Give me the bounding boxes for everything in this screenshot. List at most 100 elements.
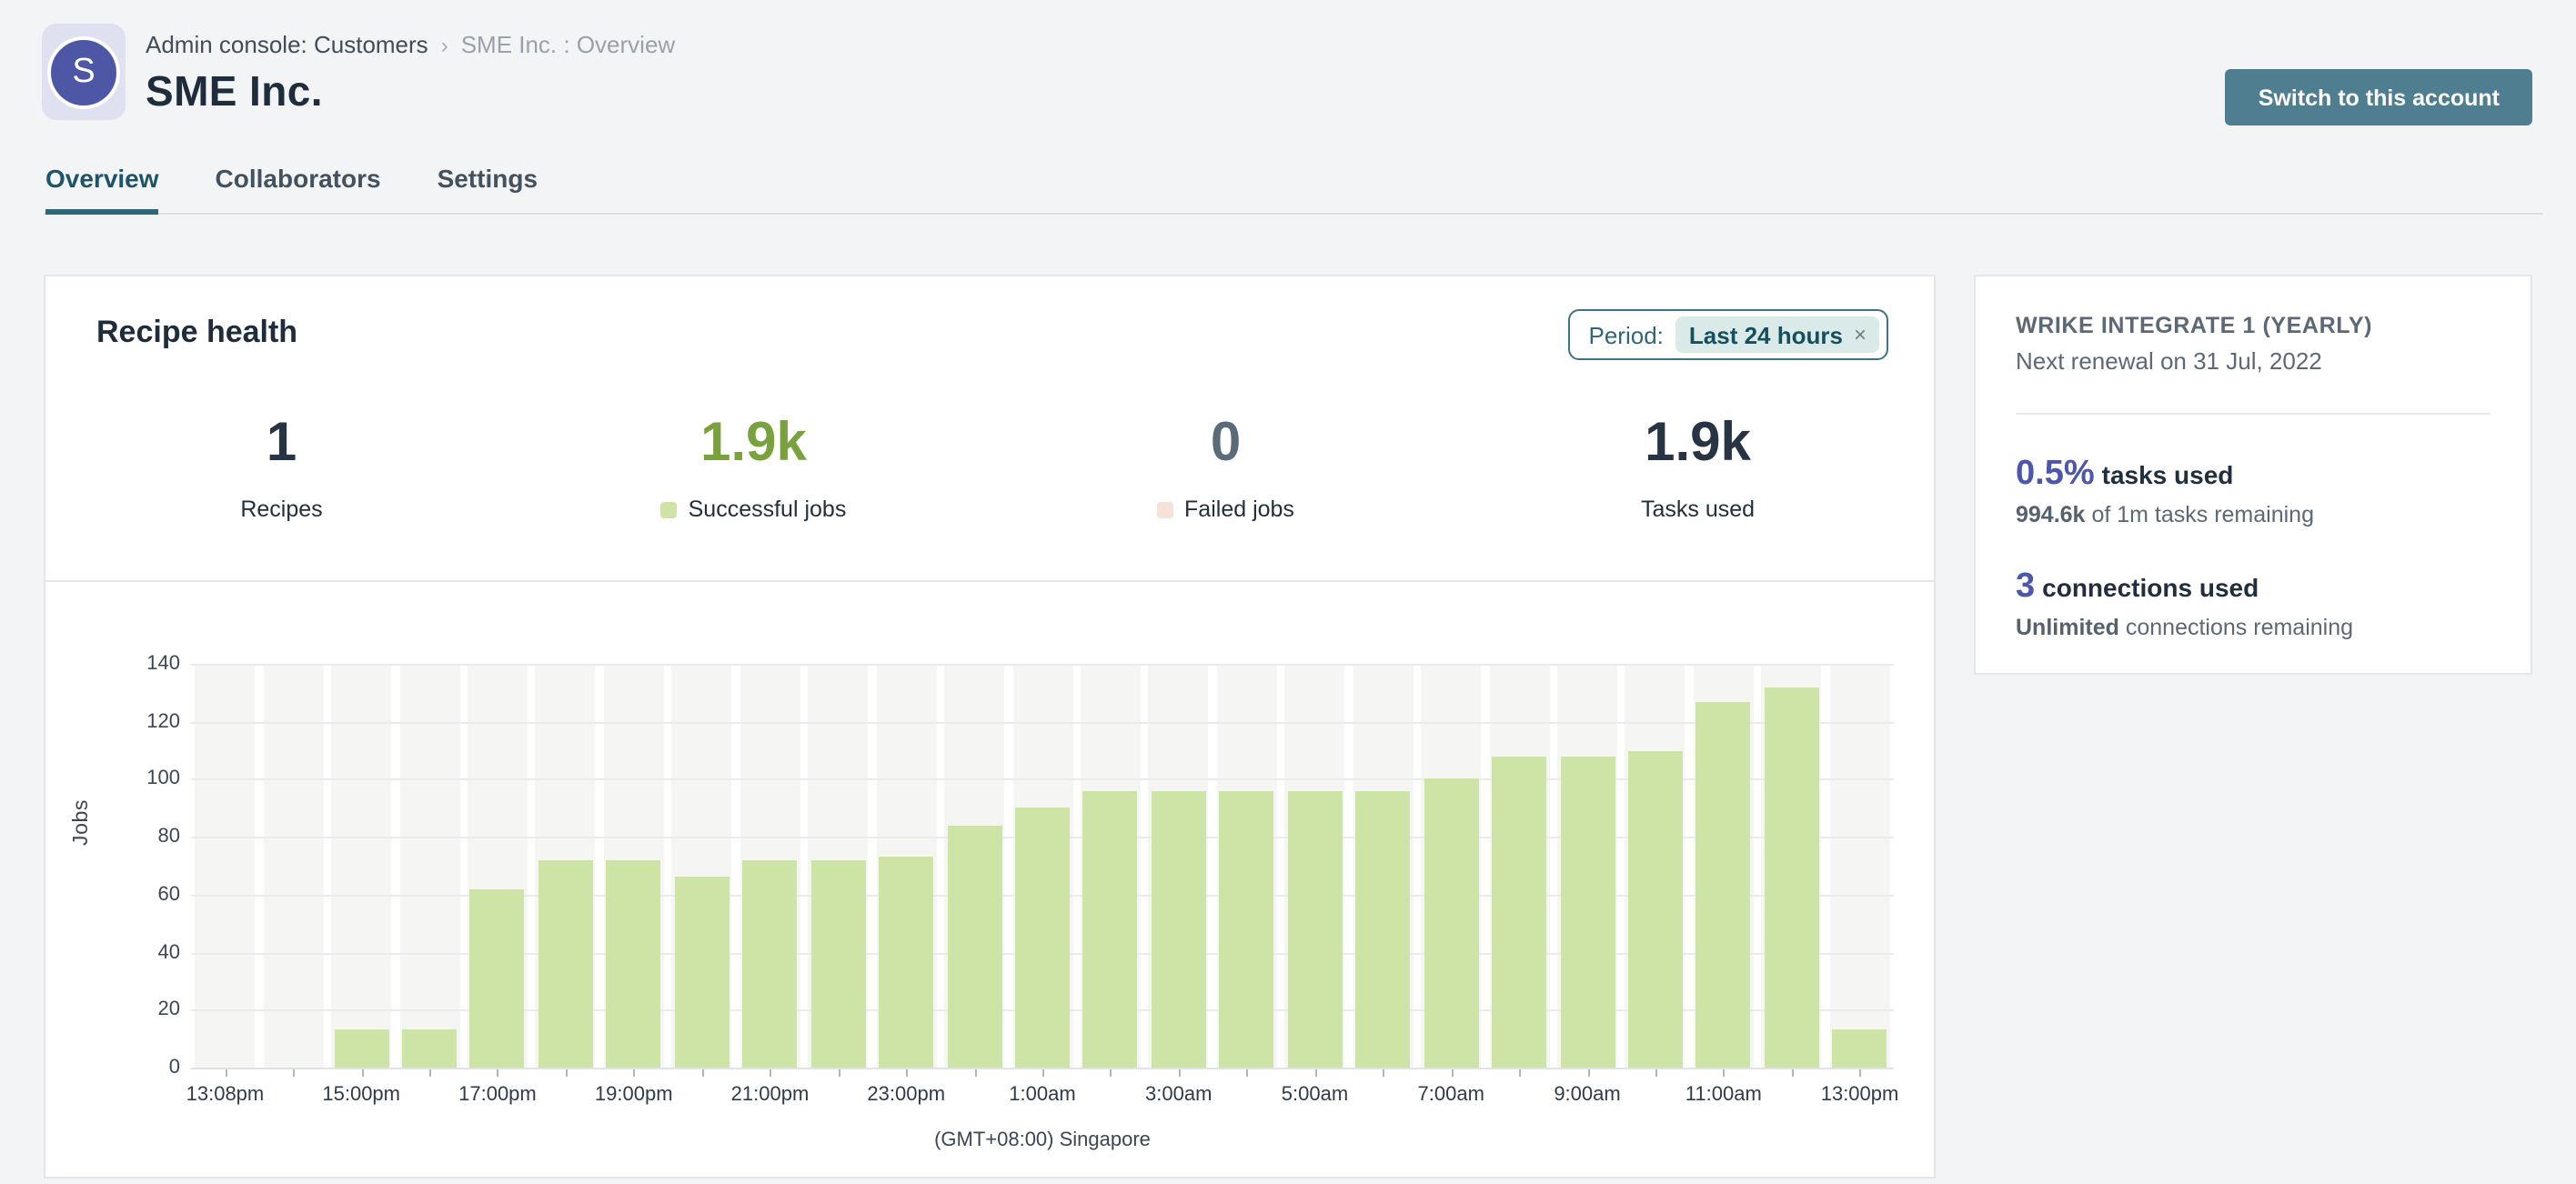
connections-used-count: 3 [2016,567,2036,606]
y-axis-label: Jobs [71,799,93,846]
chart-column-band [399,664,460,1068]
chart-bar[interactable] [674,877,730,1068]
chart-bar[interactable] [1219,790,1274,1068]
tab-settings[interactable]: Settings [437,164,538,193]
chart-bar[interactable] [1424,778,1479,1068]
breadcrumb: Admin console: Customers › SME Inc. : Ov… [146,31,675,58]
chart-bar[interactable] [606,859,661,1068]
x-tick-mark [1178,1069,1181,1077]
chart-bar[interactable] [1627,750,1683,1068]
chart-bar[interactable] [1696,701,1751,1068]
chart-bar[interactable] [1560,756,1615,1068]
tasks-used-row: 0.5% tasks used [2016,455,2490,495]
chip-close-icon[interactable]: × [1853,322,1867,347]
y-tick-label: 140 [146,653,180,675]
chart-bar[interactable] [538,859,593,1068]
x-tick-mark [1791,1069,1794,1077]
y-tick-label: 0 [168,1057,180,1079]
chart-bar[interactable] [810,859,866,1068]
stat-value: 0 [1210,413,1242,473]
x-tick-mark [1723,1069,1726,1077]
chart-bar[interactable] [1492,756,1547,1068]
stat-label: Recipes [240,497,322,522]
x-tick-mark [293,1069,296,1077]
chart-bar[interactable] [1764,687,1819,1068]
account-avatar: S [42,24,126,120]
x-tick-mark [770,1069,772,1077]
recipe-health-title: Recipe health [96,315,298,349]
stat-successful-jobs: 1.9k Successful jobs [518,413,990,527]
chart-column-band [263,664,324,1068]
x-tick-mark [565,1069,568,1077]
tab-bar: Overview Collaborators Settings [44,164,2543,215]
breadcrumb-chevron-icon: › [440,32,448,57]
chart-bar[interactable] [1287,790,1343,1068]
stat-label: Failed jobs [1157,497,1294,522]
timezone-caption: (GMT+08:00) Singapore [934,1129,1151,1151]
chart-column-band [1829,664,1890,1068]
chart-bar[interactable] [469,888,525,1068]
x-tick-mark [1519,1069,1522,1077]
chart-bar[interactable] [1015,808,1070,1068]
plan-divider [2016,413,2490,415]
chart-bar[interactable] [402,1029,458,1068]
page-title: SME Inc. [146,67,323,115]
x-tick-mark [701,1069,704,1077]
x-tick-mark [838,1069,840,1077]
x-tick-mark [1655,1069,1657,1077]
x-tick-mark [497,1069,499,1077]
switch-to-account-button[interactable]: Switch to this account [2225,69,2532,125]
breadcrumb-link-customers[interactable]: Admin console: Customers [146,31,428,58]
tasks-remaining: 994.6k of 1m tasks remaining [2016,502,2490,527]
x-tick-mark [1042,1069,1044,1077]
plan-card: WRIKE INTEGRATE 1 (YEARLY) Next renewal … [1974,275,2532,675]
x-tick-label: 7:00am [1417,1084,1484,1106]
stat-label-text: Failed jobs [1184,497,1294,522]
avatar-letter: S [47,35,120,108]
stat-value: 1.9k [1645,413,1751,473]
x-tick-mark [1451,1069,1454,1077]
stat-label: Successful jobs [660,497,847,522]
y-tick-label: 60 [157,883,181,906]
x-tick-label: 19:00pm [594,1084,673,1106]
failed-legend-swatch [1157,501,1174,517]
plan-name: WRIKE INTEGRATE 1 (YEARLY) [2016,313,2373,338]
stat-label-text: Tasks used [1640,497,1756,522]
x-tick-label: 13:00pm [1820,1084,1899,1106]
stats-row: 1 Recipes 1.9k Successful jobs 0 Failed … [45,413,1934,527]
period-filter-chip[interactable]: Period: Last 24 hours × [1568,309,1888,360]
y-tick-label: 100 [146,768,180,790]
chart-bar[interactable] [879,857,934,1068]
x-tick-mark [225,1069,227,1077]
x-tick-label: 1:00am [1009,1084,1076,1106]
stat-label-text: Recipes [240,497,323,522]
stat-value: 1 [266,413,297,473]
x-tick-label: 11:00am [1685,1084,1762,1106]
y-tick-label: 20 [157,998,181,1021]
x-tick-mark [974,1069,977,1077]
y-tick-label: 40 [157,941,181,964]
x-tick-label: 13:08pm [186,1084,265,1106]
tab-collaborators[interactable]: Collaborators [215,164,381,193]
stat-label-text: Successful jobs [688,497,847,522]
period-chip-label: Period: [1588,321,1664,348]
chart-bar[interactable] [1151,790,1206,1068]
gridline [191,664,1894,666]
chart-bar[interactable] [1355,790,1411,1068]
chart-bar[interactable] [1832,1029,1887,1068]
x-tick-label: 23:00pm [867,1084,946,1106]
tasks-remaining-count: 994.6k [2016,502,2086,527]
chart-column-band [195,664,256,1068]
tab-overview[interactable]: Overview [45,164,160,215]
chart-bar[interactable] [947,825,1002,1068]
chart-bar[interactable] [1082,790,1138,1068]
tasks-used-pct: 0.5% [2016,455,2095,493]
chart-bar[interactable] [742,859,798,1068]
x-tick-mark [906,1069,909,1077]
stats-chart-divider [45,580,1934,582]
x-tick-mark [1383,1069,1385,1077]
stat-recipes: 1 Recipes [45,413,518,527]
connections-remaining: Unlimited connections remaining [2016,615,2490,640]
chart-bar[interactable] [334,1029,389,1068]
